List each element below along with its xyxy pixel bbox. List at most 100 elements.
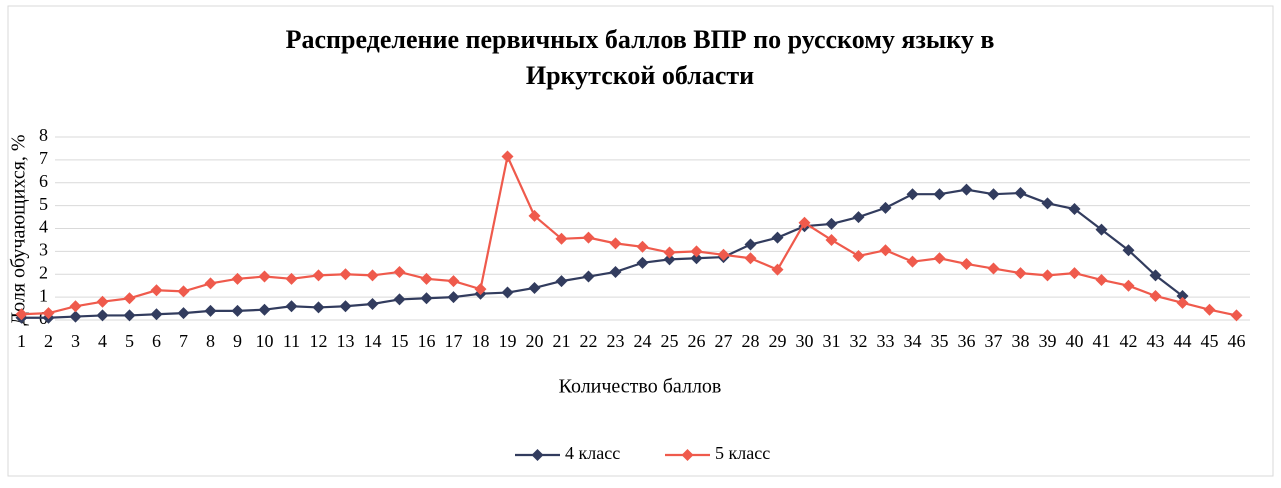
- x-tick-label: 30: [796, 331, 814, 351]
- x-tick-label: 14: [364, 331, 382, 351]
- y-tick-label: 5: [39, 194, 48, 214]
- point-marker: [879, 201, 892, 214]
- x-tick-label: 8: [206, 331, 215, 351]
- point-marker: [501, 150, 514, 163]
- x-tick-label: 7: [179, 331, 188, 351]
- y-tick-label: 6: [39, 171, 48, 191]
- point-marker: [609, 237, 622, 250]
- point-marker: [690, 245, 703, 258]
- point-marker: [258, 270, 271, 283]
- point-marker: [771, 263, 784, 276]
- x-tick-label: 46: [1228, 331, 1246, 351]
- point-marker: [582, 231, 595, 244]
- point-marker: [1122, 279, 1135, 292]
- point-marker: [231, 304, 244, 317]
- point-marker: [852, 211, 865, 224]
- point-marker: [393, 265, 406, 278]
- point-marker: [123, 309, 136, 322]
- point-marker: [177, 307, 190, 320]
- point-marker: [717, 248, 730, 261]
- point-marker: [1149, 269, 1162, 282]
- point-marker: [366, 269, 379, 282]
- point-marker: [1068, 267, 1081, 280]
- x-tick-label: 23: [607, 331, 625, 351]
- x-tick-label: 13: [337, 331, 355, 351]
- x-tick-label: 32: [850, 331, 868, 351]
- point-marker: [285, 300, 298, 313]
- y-tick-label: 2: [39, 262, 48, 282]
- y-tick-label: 8: [39, 125, 48, 145]
- point-marker: [636, 256, 649, 269]
- x-tick-label: 35: [931, 331, 949, 351]
- point-marker: [663, 246, 676, 259]
- point-marker: [825, 217, 838, 230]
- x-tick-label: 10: [256, 331, 274, 351]
- x-tick-label: 29: [769, 331, 787, 351]
- point-marker: [798, 216, 811, 229]
- point-marker: [420, 292, 433, 305]
- point-marker: [177, 285, 190, 298]
- point-marker: [906, 188, 919, 201]
- x-tick-label: 16: [418, 331, 436, 351]
- x-tick-label: 36: [958, 331, 976, 351]
- point-marker: [663, 253, 676, 266]
- point-marker: [96, 309, 109, 322]
- x-tick-label: 3: [71, 331, 80, 351]
- point-marker: [123, 292, 136, 305]
- point-marker: [339, 268, 352, 281]
- point-marker: [69, 300, 82, 313]
- point-marker: [636, 240, 649, 253]
- legend-marker: [681, 449, 694, 461]
- point-marker: [420, 272, 433, 285]
- x-tick-label: 43: [1147, 331, 1165, 351]
- point-marker: [960, 257, 973, 270]
- point-marker: [1095, 223, 1108, 236]
- point-marker: [1203, 303, 1216, 316]
- point-marker: [204, 304, 217, 317]
- legend-marker: [531, 449, 544, 461]
- y-tick-label: 1: [39, 285, 48, 305]
- point-marker: [906, 255, 919, 268]
- point-marker: [447, 291, 460, 304]
- point-marker: [933, 252, 946, 265]
- x-tick-label: 19: [499, 331, 517, 351]
- y-tick-label: 7: [39, 148, 48, 168]
- point-marker: [555, 232, 568, 245]
- x-tick-label: 33: [877, 331, 895, 351]
- point-marker: [1095, 273, 1108, 286]
- x-tick-label: 24: [634, 331, 652, 351]
- point-marker: [501, 286, 514, 299]
- point-marker: [339, 300, 352, 313]
- point-marker: [258, 303, 271, 316]
- x-tick-label: 5: [125, 331, 134, 351]
- point-marker: [96, 295, 109, 308]
- x-tick-label: 15: [391, 331, 409, 351]
- point-marker: [771, 231, 784, 244]
- x-tick-label: 41: [1093, 331, 1111, 351]
- x-tick-label: 20: [526, 331, 544, 351]
- x-tick-label: 28: [742, 331, 760, 351]
- point-marker: [1122, 244, 1135, 257]
- point-marker: [285, 272, 298, 285]
- x-tick-label: 9: [233, 331, 242, 351]
- x-tick-label: 31: [823, 331, 841, 351]
- point-marker: [150, 284, 163, 297]
- point-marker: [447, 275, 460, 288]
- x-tick-label: 34: [904, 331, 922, 351]
- point-marker: [1176, 289, 1189, 302]
- y-axis-label: Доля обучающихся, %: [8, 134, 30, 325]
- point-marker: [474, 283, 487, 296]
- point-marker: [582, 270, 595, 283]
- x-tick-label: 38: [1012, 331, 1030, 351]
- point-marker: [609, 265, 622, 278]
- x-tick-label: 2: [44, 331, 53, 351]
- x-tick-label: 12: [310, 331, 328, 351]
- point-marker: [528, 209, 541, 222]
- chart-title: Иркутской области: [526, 61, 754, 90]
- y-tick-label: 4: [39, 217, 48, 237]
- point-marker: [1041, 269, 1054, 282]
- chart-title: Распределение первичных баллов ВПР по ру…: [286, 25, 995, 54]
- point-marker: [744, 252, 757, 265]
- point-marker: [987, 262, 1000, 275]
